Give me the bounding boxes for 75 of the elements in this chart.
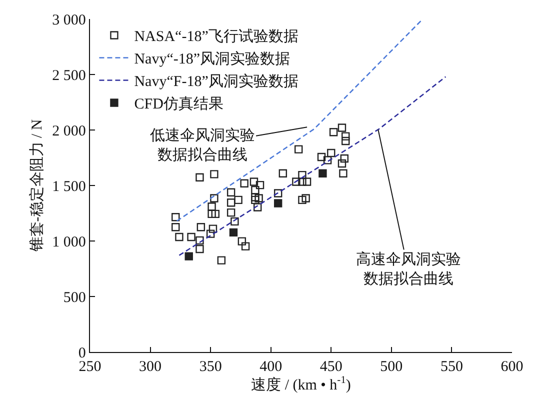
point [302,194,310,202]
point [250,178,258,186]
y-tick-label: 2 500 [52,68,86,84]
point [196,244,204,254]
point [238,237,246,246]
legend-label: NASA“-18”飞行试验数据 [134,28,298,46]
x-tick-label: 600 [500,359,524,376]
x-tick-label: 300 [139,359,162,376]
point [327,148,336,158]
legend-label: Navy“-18”风洞实验数据 [134,50,290,68]
annotation: 低速伞风洞实验数据拟合曲线 [150,127,255,164]
point [338,159,346,168]
point [318,169,327,178]
y-tick-label: 1 500 [52,178,86,195]
point [208,224,218,233]
point [196,236,204,245]
point [217,256,226,264]
x-tick-label: 450 [320,359,342,376]
point [241,242,250,250]
point [240,179,248,188]
point [274,199,282,208]
point [206,230,215,238]
point [329,128,338,136]
point [254,194,263,202]
point [172,223,180,232]
point [196,173,204,182]
y-tick-label: 500 [63,290,86,306]
y-axis-title: 锥套-稳定伞阻力 / N [28,119,46,253]
point [253,203,262,212]
y-tick-label: 2 000 [52,123,86,140]
legend-label: Navy“F-18”风洞实验数据 [134,73,298,90]
point [234,196,242,204]
point [292,178,300,186]
x-tick-label: 550 [440,359,463,376]
x-tick-label: 500 [380,359,403,376]
point [184,252,193,260]
x-tick-label: 400 [260,359,282,376]
point [274,189,282,198]
point [226,198,236,207]
point [211,210,220,218]
annotation: 高速伞风洞实验数据拟合曲线 [356,251,461,288]
point [251,196,260,204]
point [229,228,238,237]
point [187,232,196,242]
legend-label: CFD仿真结果 [134,96,224,113]
point [256,180,264,190]
point [298,196,306,204]
point [251,186,260,194]
y-tick-label: 3 000 [52,12,86,28]
point [230,217,239,226]
point [175,232,184,242]
point [278,169,288,178]
point [342,136,350,146]
x-tick-label: 250 [78,359,102,376]
point [323,156,332,164]
point [226,208,236,217]
point [196,223,206,232]
point [208,202,216,211]
point [340,154,349,163]
point [338,124,346,132]
x-axis-title: 速度 / (km • h$^{-1}$) [251,375,351,394]
point [226,188,236,196]
point [342,132,350,140]
y-tick-label: 0 [78,345,86,362]
point [302,178,312,186]
point [294,145,303,154]
point [210,194,218,202]
point [210,170,218,178]
y-tick-label: 1 000 [52,234,86,250]
point [298,170,306,180]
point [339,169,348,178]
x-tick-label: 350 [199,359,222,376]
point [317,152,326,162]
point [298,178,306,186]
point [172,213,180,222]
